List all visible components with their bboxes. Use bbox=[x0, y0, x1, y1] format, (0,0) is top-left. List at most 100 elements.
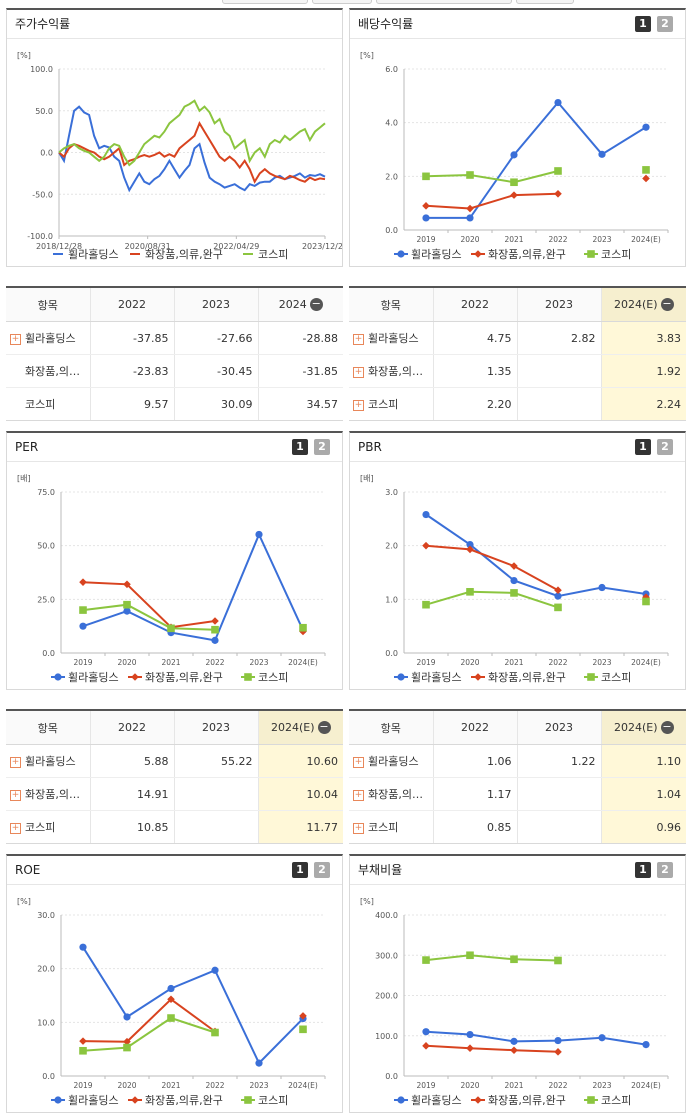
data-point[interactable] bbox=[422, 1028, 430, 1036]
data-point[interactable] bbox=[167, 624, 175, 633]
data-point[interactable] bbox=[79, 622, 87, 630]
page-1-button[interactable]: 1 bbox=[292, 439, 308, 455]
data-point[interactable] bbox=[422, 202, 430, 210]
data-point[interactable] bbox=[510, 955, 518, 964]
page-2-button[interactable]: 2 bbox=[657, 16, 673, 32]
data-point[interactable] bbox=[466, 171, 474, 179]
legend-item[interactable]: 휠라홀딩스 bbox=[51, 1094, 119, 1107]
data-point[interactable] bbox=[167, 1014, 175, 1022]
collapse-icon[interactable]: − bbox=[317, 720, 331, 735]
legend-item[interactable]: 코스피 bbox=[584, 671, 631, 684]
data-point[interactable] bbox=[211, 966, 219, 974]
legend-item[interactable]: 휠라홀딩스 bbox=[53, 248, 119, 261]
data-point[interactable] bbox=[554, 1036, 562, 1045]
data-point[interactable] bbox=[510, 151, 518, 159]
data-point[interactable] bbox=[554, 586, 562, 595]
legend-item[interactable]: 화장품,의류,완구 bbox=[471, 1094, 566, 1107]
data-point[interactable] bbox=[422, 600, 430, 609]
expand-icon[interactable]: + bbox=[10, 756, 21, 768]
data-point[interactable] bbox=[299, 1012, 307, 1020]
legend-item[interactable]: 화장품,의류,완구 bbox=[471, 248, 566, 261]
legend-item[interactable]: 휠라홀딩스 bbox=[394, 1094, 462, 1107]
legend-item[interactable]: 휠라홀딩스 bbox=[51, 671, 119, 684]
data-point[interactable] bbox=[211, 625, 219, 634]
data-point[interactable] bbox=[123, 1043, 131, 1052]
data-point[interactable] bbox=[123, 580, 131, 589]
page-1-button[interactable]: 1 bbox=[635, 439, 651, 455]
data-point[interactable] bbox=[79, 1046, 87, 1055]
data-point[interactable] bbox=[642, 174, 650, 183]
data-point[interactable] bbox=[510, 178, 518, 187]
data-point[interactable] bbox=[642, 597, 650, 606]
page-2-button[interactable]: 2 bbox=[314, 862, 330, 878]
data-point[interactable] bbox=[79, 606, 87, 614]
data-point[interactable] bbox=[422, 541, 430, 550]
data-point[interactable] bbox=[642, 166, 650, 174]
data-point[interactable] bbox=[422, 510, 430, 519]
page-2-button[interactable]: 2 bbox=[657, 862, 673, 878]
data-point[interactable] bbox=[79, 1037, 87, 1045]
data-point[interactable] bbox=[598, 1034, 606, 1042]
data-point[interactable] bbox=[123, 607, 131, 615]
legend-item[interactable]: 코스피 bbox=[584, 1094, 631, 1107]
data-point[interactable] bbox=[510, 1037, 518, 1045]
data-point[interactable] bbox=[466, 588, 474, 596]
data-point[interactable] bbox=[123, 1013, 131, 1021]
legend-item[interactable]: 화장품,의류,완구 bbox=[128, 1094, 223, 1107]
data-point[interactable] bbox=[211, 636, 219, 644]
expand-icon[interactable]: + bbox=[353, 789, 364, 801]
expand-icon[interactable]: + bbox=[353, 333, 364, 345]
data-point[interactable] bbox=[466, 951, 474, 960]
data-point[interactable] bbox=[422, 214, 430, 222]
expand-icon[interactable]: + bbox=[10, 789, 21, 801]
data-point[interactable] bbox=[466, 214, 474, 222]
legend-item[interactable]: 화장품,의류,완구 bbox=[130, 248, 223, 261]
data-point[interactable] bbox=[510, 589, 518, 597]
data-point[interactable] bbox=[510, 1046, 518, 1055]
data-point[interactable] bbox=[466, 204, 474, 213]
data-point[interactable] bbox=[123, 600, 131, 609]
top-button[interactable] bbox=[222, 0, 308, 4]
data-point[interactable] bbox=[466, 540, 474, 549]
page-1-button[interactable]: 1 bbox=[292, 862, 308, 878]
data-point[interactable] bbox=[255, 1059, 263, 1067]
top-button[interactable] bbox=[376, 0, 512, 4]
top-button[interactable] bbox=[312, 0, 372, 4]
data-point[interactable] bbox=[510, 562, 518, 570]
page-2-button[interactable]: 2 bbox=[314, 439, 330, 455]
expand-icon[interactable]: + bbox=[10, 822, 21, 834]
data-point[interactable] bbox=[510, 576, 518, 585]
data-point[interactable] bbox=[211, 617, 219, 625]
page-1-button[interactable]: 1 bbox=[635, 862, 651, 878]
expand-icon[interactable]: + bbox=[353, 366, 364, 378]
data-point[interactable] bbox=[642, 1041, 650, 1049]
data-point[interactable] bbox=[554, 167, 562, 175]
data-point[interactable] bbox=[123, 1037, 131, 1046]
data-point[interactable] bbox=[422, 1042, 430, 1050]
data-point[interactable] bbox=[554, 603, 562, 612]
data-point[interactable] bbox=[79, 943, 87, 951]
legend-item[interactable]: 휠라홀딩스 bbox=[394, 248, 462, 261]
data-point[interactable] bbox=[510, 191, 518, 199]
data-point[interactable] bbox=[167, 995, 175, 1004]
data-point[interactable] bbox=[642, 123, 650, 131]
data-point[interactable] bbox=[79, 578, 87, 586]
data-point[interactable] bbox=[466, 1030, 474, 1039]
data-point[interactable] bbox=[211, 1028, 219, 1037]
data-point[interactable] bbox=[422, 956, 430, 964]
legend-item[interactable]: 코스피 bbox=[241, 671, 288, 684]
legend-item[interactable]: 화장품,의류,완구 bbox=[471, 671, 566, 684]
expand-icon[interactable]: + bbox=[353, 756, 364, 768]
data-point[interactable] bbox=[299, 1025, 307, 1034]
data-point[interactable] bbox=[598, 583, 606, 592]
expand-icon[interactable]: + bbox=[353, 399, 364, 411]
collapse-icon[interactable]: − bbox=[660, 720, 674, 735]
collapse-icon[interactable]: − bbox=[309, 297, 323, 312]
data-point[interactable] bbox=[554, 592, 562, 600]
data-point[interactable] bbox=[554, 98, 562, 107]
collapse-icon[interactable]: − bbox=[660, 297, 674, 312]
data-point[interactable] bbox=[554, 189, 562, 198]
data-point[interactable] bbox=[598, 150, 606, 158]
data-point[interactable] bbox=[299, 623, 307, 632]
expand-icon[interactable]: + bbox=[353, 822, 364, 834]
